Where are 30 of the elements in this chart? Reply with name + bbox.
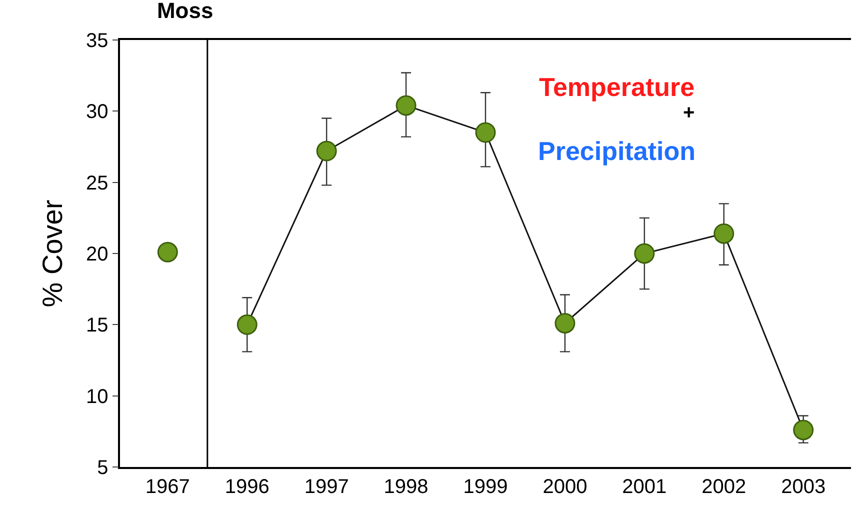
x-tick-label: 1997 bbox=[304, 476, 349, 498]
chart-title: Moss bbox=[156, 0, 214, 23]
y-tick-label: 35 bbox=[86, 30, 108, 52]
x-tick-label: 2003 bbox=[781, 476, 826, 498]
x-tick-label: 2001 bbox=[622, 476, 667, 498]
x-tick-label: 2000 bbox=[542, 476, 588, 498]
y-tick-label: 20 bbox=[86, 244, 108, 266]
y-tick-label: 25 bbox=[86, 172, 108, 194]
x-tick-label: 1998 bbox=[384, 476, 428, 498]
y-tick-label: 30 bbox=[86, 101, 108, 124]
x-tick-label: 2002 bbox=[702, 476, 746, 498]
annotation: Precipitation bbox=[538, 136, 696, 166]
point bbox=[714, 223, 734, 244]
point bbox=[475, 122, 496, 143]
annotation: Temperature bbox=[539, 72, 695, 102]
point bbox=[554, 312, 576, 334]
point bbox=[793, 420, 814, 440]
x-tick-label: 1999 bbox=[463, 476, 508, 498]
point bbox=[396, 95, 416, 116]
y-tick-label: 5 bbox=[97, 457, 108, 479]
y-tick-label: 15 bbox=[86, 314, 108, 337]
point bbox=[157, 242, 178, 262]
point bbox=[236, 314, 258, 335]
x-tick-label: 1996 bbox=[224, 476, 270, 498]
x-tick-label: 1967 bbox=[145, 476, 190, 498]
y-tick-label: 10 bbox=[86, 386, 108, 408]
point bbox=[634, 243, 655, 264]
point bbox=[316, 140, 337, 162]
annotation: + bbox=[683, 102, 695, 124]
y-axis-title: % Cover bbox=[37, 200, 68, 308]
